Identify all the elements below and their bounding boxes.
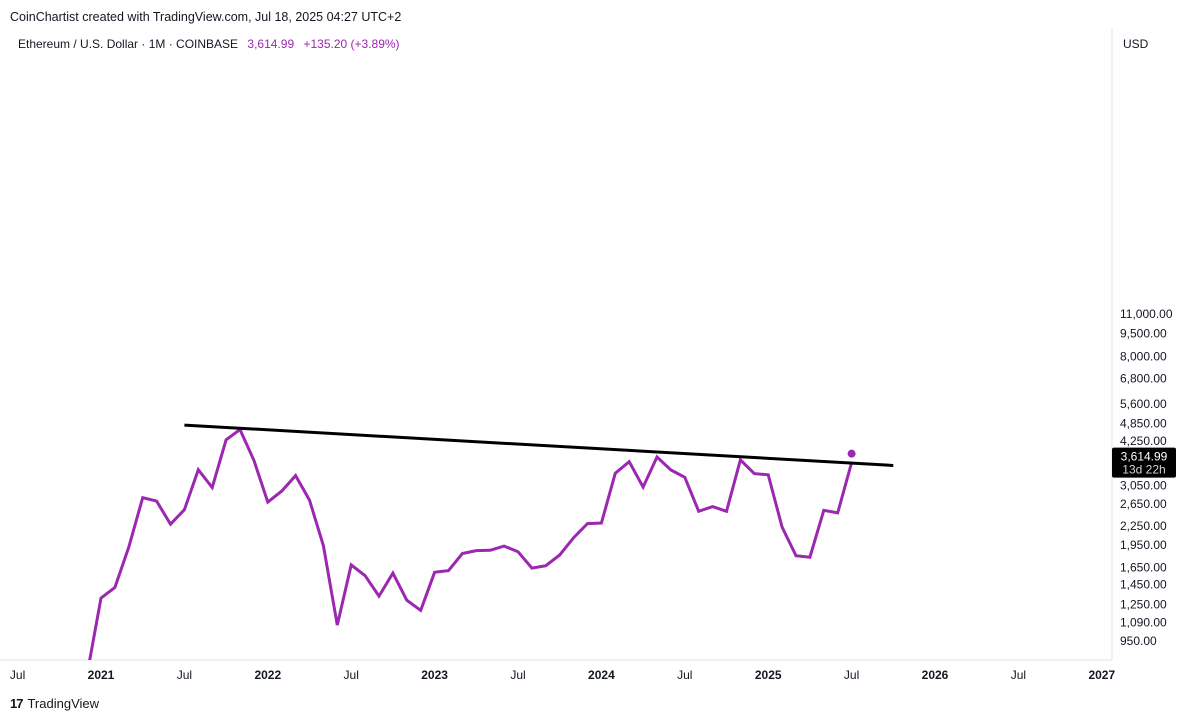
y-tick-label: 1,250.00 (1120, 597, 1167, 611)
x-tick-label: 2027 (1088, 668, 1115, 682)
symbol-legend[interactable]: Ethereum / U.S. Dollar · 1M · COINBASE 3… (18, 37, 400, 51)
price-tag: 3,614.99 13d 22h (1112, 447, 1176, 478)
x-tick-label: Jul (510, 668, 525, 682)
last-price: 3,614.99 (247, 37, 295, 51)
y-tick-label: 1,450.00 (1120, 578, 1167, 592)
x-tick-label: Jul (844, 668, 859, 682)
price-axis[interactable]: 950.00 1,090.00 1,250.00 1,450.00 1,650.00 1,… (1120, 307, 1173, 648)
last-price-marker (847, 449, 856, 458)
x-tick-label: 2021 (88, 668, 115, 682)
y-tick-label: 4,850.00 (1120, 416, 1167, 430)
x-tick-label: Jul (677, 668, 692, 682)
x-tick-label: 2025 (755, 668, 782, 682)
y-tick-label: 1,090.00 (1120, 616, 1167, 630)
y-tick-label: 6,800.00 (1120, 371, 1167, 385)
y-tick-label: 2,650.00 (1120, 497, 1167, 511)
x-tick-label: Jul (344, 668, 359, 682)
currency-label: USD (1123, 37, 1149, 51)
time-axis[interactable]: Jul 2021 Jul 2022 Jul 2023 Jul 2024 Jul 2025 Jul 20… (10, 668, 1116, 682)
tradingview-brand: TradingView (27, 696, 100, 711)
x-tick-label: Jul (177, 668, 192, 682)
price-tag-value: 3,614.99 (1121, 450, 1168, 464)
tradingview-logo: 17 (10, 696, 24, 711)
price-line[interactable] (87, 427, 854, 675)
price-change: +135.20 (+3.89%) (303, 37, 400, 51)
resistance-trendline[interactable] (184, 423, 894, 467)
symbol-title: Ethereum / U.S. Dollar · 1M · COINBASE (18, 37, 239, 51)
chart-credit: CoinChartist created with TradingView.co… (10, 10, 402, 24)
y-tick-label: 8,000.00 (1120, 350, 1167, 364)
y-tick-label: 2,250.00 (1120, 519, 1167, 533)
x-tick-label: 2023 (421, 668, 448, 682)
x-tick-label: 2026 (922, 668, 949, 682)
y-tick-label: 1,950.00 (1120, 538, 1167, 552)
y-tick-label: 950.00 (1120, 634, 1157, 648)
x-tick-label: Jul (1011, 668, 1026, 682)
y-tick-label: 1,650.00 (1120, 560, 1167, 574)
x-tick-label: Jul (10, 668, 25, 682)
y-tick-label: 9,500.00 (1120, 327, 1167, 341)
y-tick-label: 4,250.00 (1120, 434, 1167, 448)
y-tick-label: 3,050.00 (1120, 478, 1167, 492)
x-tick-label: 2024 (588, 668, 615, 682)
tradingview-footer[interactable]: 17 TradingView (10, 696, 99, 711)
x-tick-label: 2022 (254, 668, 281, 682)
y-tick-label: 11,000.00 (1120, 307, 1173, 321)
y-tick-label: 5,600.00 (1120, 397, 1167, 411)
price-tag-background (1112, 447, 1176, 478)
price-tag-countdown: 13d 22h (1122, 463, 1165, 477)
